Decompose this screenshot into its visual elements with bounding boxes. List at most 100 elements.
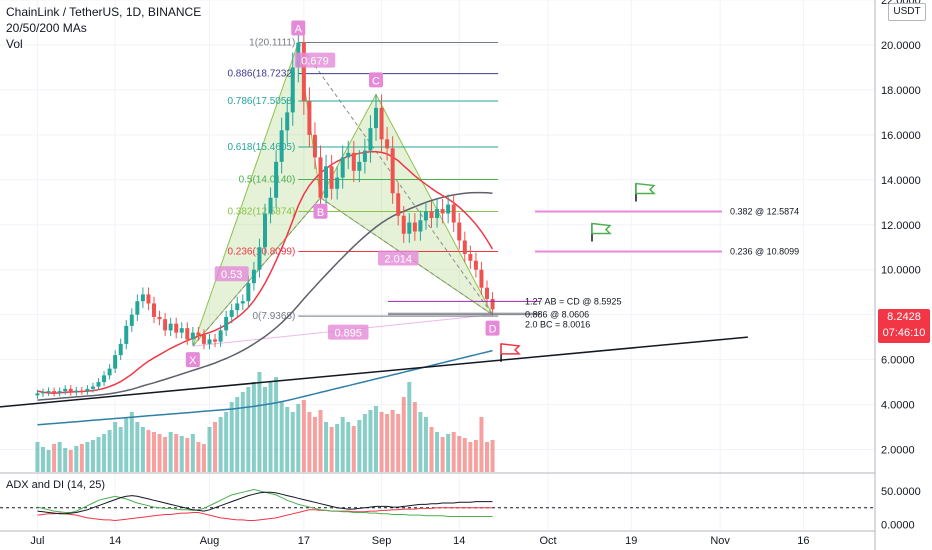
candle-body: [462, 240, 467, 254]
moving-averages: [0, 150, 748, 426]
volume-bar: [468, 442, 473, 472]
time-tick-label: 14: [109, 535, 121, 547]
candle-body: [396, 193, 401, 216]
volume-bar: [135, 422, 140, 472]
ma50-line: [37, 191, 493, 401]
ma-legend: 20/50/200 MAs: [6, 21, 87, 35]
volume-bar: [229, 402, 234, 472]
projection-label: 1.27 AB = CD @ 8.5925: [525, 296, 621, 306]
volume-bar: [52, 444, 57, 472]
ma200-line: [37, 349, 493, 426]
volume-bar: [451, 432, 456, 472]
candle-body: [274, 161, 279, 198]
pattern-point-tag: [485, 320, 500, 336]
candle-body: [479, 269, 484, 288]
candle-body: [74, 390, 79, 393]
time-tick-label: 16: [797, 535, 809, 547]
volume-bar: [412, 402, 417, 472]
time-tick-label: Oct: [539, 535, 556, 547]
volume-bar: [446, 434, 451, 472]
volume-bar: [407, 382, 412, 472]
candle-body: [201, 334, 206, 344]
volume-bar: [179, 436, 184, 472]
volume-bar: [274, 377, 279, 472]
volume-bar: [41, 447, 45, 472]
time-tick-label: 19: [625, 535, 637, 547]
candle-body: [157, 316, 162, 320]
volume-bar: [296, 404, 301, 472]
pattern-ratio-label: 0.895: [334, 328, 362, 340]
candle-body: [451, 204, 456, 223]
candle-body: [374, 107, 378, 129]
candle-body: [52, 391, 57, 393]
volume-bar: [429, 427, 434, 472]
volume-bar: [118, 427, 123, 472]
candle-body: [490, 298, 495, 310]
bar-countdown: 07:46:10: [882, 327, 926, 339]
last-price-tag: 8.2428 07:46:10: [878, 309, 930, 343]
volume-bar: [357, 420, 362, 472]
candle-body: [207, 339, 212, 344]
candle-body: [224, 316, 229, 331]
candle-body: [401, 215, 406, 234]
volume-bar: [102, 434, 107, 472]
volume-bar: [174, 434, 179, 472]
volume-bar: [140, 427, 145, 472]
candle-body: [152, 303, 156, 317]
candle-body: [129, 314, 134, 326]
time-tick-label: Nov: [710, 535, 730, 547]
volume-bar: [290, 412, 295, 472]
volume-bar: [473, 440, 478, 472]
last-price-value: 8.2428: [887, 311, 921, 323]
volume-bar: [35, 442, 40, 472]
pattern-point-label: B: [317, 207, 324, 219]
candle-body: [107, 368, 112, 376]
volume-bar: [46, 450, 51, 472]
candle-body: [135, 301, 140, 315]
volume-bar: [163, 437, 168, 472]
candle-body: [446, 204, 451, 214]
candle-body: [251, 269, 256, 284]
candle-body: [35, 393, 40, 396]
volume-bar: [201, 444, 206, 472]
volume-legend: Vol: [6, 37, 23, 51]
volume-bar: [251, 382, 256, 472]
volume-bar: [374, 406, 378, 472]
volume-bar: [340, 417, 345, 472]
candle-body: [174, 323, 179, 333]
currency-button[interactable]: USDT: [888, 3, 926, 21]
volume-bar: [490, 440, 495, 472]
candle-body: [268, 197, 273, 214]
minus-di-line: [37, 507, 493, 522]
candle-body: [213, 339, 218, 342]
volume-bar: [74, 446, 79, 472]
candle-body: [340, 157, 345, 178]
time-tick-label: Aug: [200, 535, 220, 547]
price-axis-bg: [875, 0, 932, 550]
candles: [35, 26, 495, 399]
volume-bar: [268, 382, 273, 472]
volume-bar: [368, 410, 373, 472]
pattern-ratio-label: 0.679: [301, 56, 329, 68]
candle-body: [79, 390, 84, 392]
volume-bar: [207, 427, 212, 472]
target-flag-icon: [635, 182, 656, 195]
volume-bar: [312, 417, 317, 472]
volume-bar: [96, 437, 101, 472]
volume-bar: [224, 412, 229, 472]
candle-body: [41, 392, 45, 394]
volume-bar: [168, 432, 173, 472]
candle-body: [146, 294, 151, 304]
candle-body: [63, 388, 68, 392]
projection-label: 2.0 BC = 8.0016: [525, 319, 590, 329]
pattern-ratio-tag: [214, 266, 249, 282]
volume-bar: [246, 387, 251, 472]
candle-body: [246, 283, 251, 302]
candle-body: [407, 222, 412, 234]
candle-body: [190, 332, 195, 340]
fib-level-label: 0.5(14.0140): [239, 174, 296, 185]
price-tick-label: 10.0000: [881, 265, 921, 277]
volume-bar: [401, 397, 406, 472]
